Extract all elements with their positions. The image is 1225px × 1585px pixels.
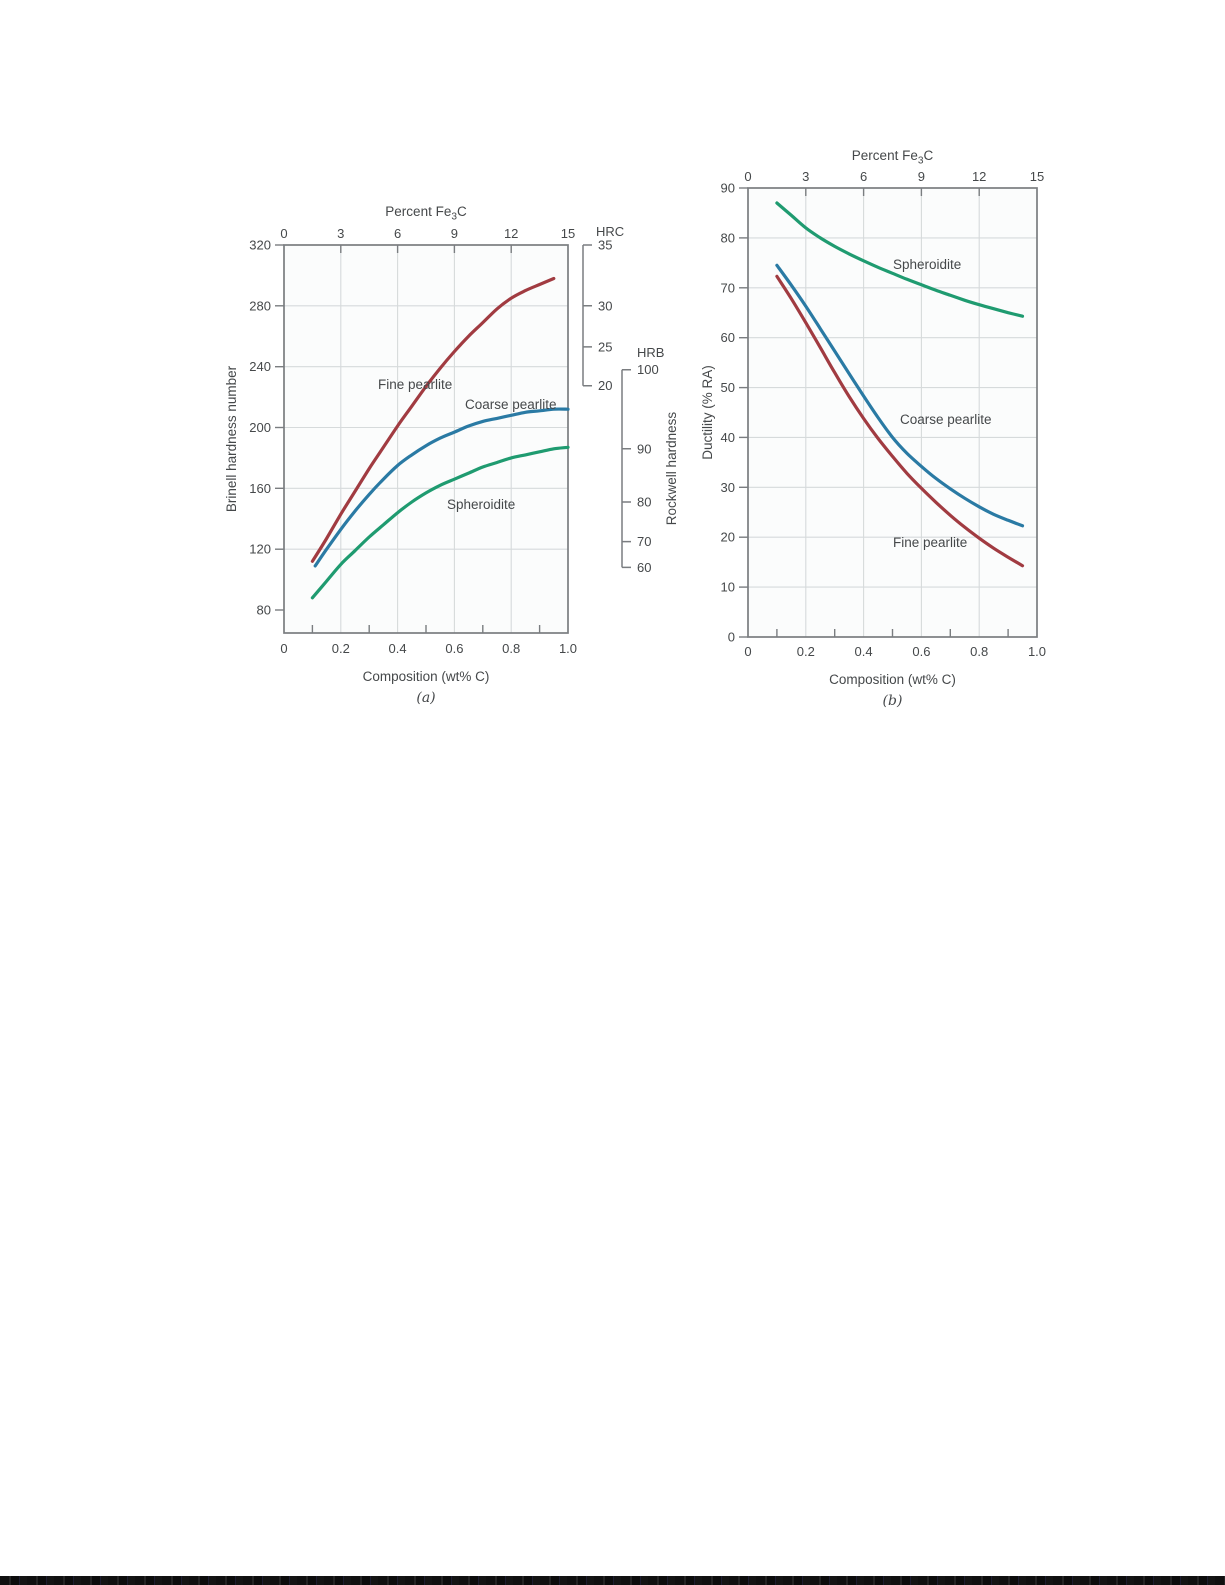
x-axis-tick-label: 0 (744, 644, 751, 659)
secondary-axis-hrb: 100 90 80 70 60 HRB Rockwell hardness (621, 345, 679, 575)
x-axis-tick-label: 0.4 (855, 644, 873, 659)
top-axis-tick-label: 12 (972, 169, 986, 184)
curve-spheroidite (775, 201, 1025, 318)
top-axis-tick-label: 9 (918, 169, 925, 184)
x-axis-tick-label: 0.6 (912, 644, 930, 659)
chart-caption: (a) (416, 690, 435, 706)
y-axis-tick-label: 80 (257, 602, 271, 617)
y-axis-tick-label: 80 (721, 230, 735, 245)
top-axis-tick-label: 15 (561, 226, 575, 241)
y-axis-tick-label: 240 (249, 359, 271, 374)
x-axis-tick-label: 0.2 (797, 644, 815, 659)
hrb-tick-label: 100 (637, 362, 659, 377)
top-axis-tick-label: 12 (504, 226, 518, 241)
hrc-tick-label: 30 (598, 298, 612, 313)
y-axis-title: Ductility (% RA) (700, 365, 715, 460)
curve-coarse-pearlite (313, 407, 570, 568)
top-axis-tick-label: 6 (860, 169, 867, 184)
curve-spheroidite (310, 445, 570, 600)
y-axis-title: Brinell hardness number (224, 365, 239, 512)
top-axis-tick-label: 15 (1030, 169, 1044, 184)
hrc-axis-title: HRC (596, 224, 624, 239)
series-label-spheroidite: Spheroidite (893, 257, 961, 272)
hrc-bracket (582, 244, 592, 387)
y-axis-tick-label: 0 (728, 630, 735, 645)
y-axis-tick-label: 320 (249, 238, 271, 253)
y-axis-tick-label: 10 (721, 580, 735, 595)
x-axis-tick-label: 0.4 (389, 641, 407, 656)
top-axis-title: Percent Fe3C (385, 204, 467, 223)
top-axis-tick-label: 3 (337, 226, 344, 241)
secondary-axis-hrc: 35 30 25 20 HRC (582, 224, 624, 393)
y-axis-tick-label: 30 (721, 480, 735, 495)
top-axis-title: Percent Fe3C (852, 148, 934, 167)
hrb-tick-label: 60 (637, 560, 651, 575)
hrb-axis-title: HRB (637, 345, 664, 360)
y-axis-tick-label: 280 (249, 298, 271, 313)
top-axis-tick-label: 6 (394, 226, 401, 241)
series-label-coarse-pearlite: Coarse pearlite (900, 412, 992, 427)
scan-edge-artifact (0, 1576, 1225, 1585)
x-axis-tick-label: 0.8 (502, 641, 520, 656)
x-axis-tick-label: 0.2 (332, 641, 350, 656)
series-label-spheroidite: Spheroidite (447, 497, 515, 512)
chart-caption: (b) (883, 693, 903, 709)
gridlines (284, 245, 568, 633)
y-axis-tick-label: 40 (721, 430, 735, 445)
chart-b-ductility: 0 3 6 9 12 15 0 0.2 0.4 0.6 0.8 1.0 90 80 70 60 50 40 30 20… (700, 148, 1046, 709)
hrb-bracket (621, 368, 631, 569)
top-axis-tick-label: 9 (451, 226, 458, 241)
chart-a-brinell-hardness: 0 3 6 9 12 15 0 0.2 0.4 0.6 0.8 1.0 320 280 240 200 160 1… (224, 204, 679, 706)
axis-ticks (739, 187, 1009, 638)
rockwell-hardness-title: Rockwell hardness (664, 412, 679, 526)
x-axis-tick-label: 1.0 (1028, 644, 1046, 659)
y-axis-tick-label: 20 (721, 530, 735, 545)
y-axis-tick-label: 50 (721, 380, 735, 395)
y-axis-tick-label: 120 (249, 542, 271, 557)
x-axis-tick-label: 0.8 (970, 644, 988, 659)
curve-coarse-pearlite (775, 263, 1025, 528)
x-axis-tick-label: 1.0 (559, 641, 577, 656)
x-axis-tick-label: 0.6 (445, 641, 463, 656)
curve-fine-pearlite (775, 274, 1025, 568)
top-axis-tick-label: 0 (744, 169, 751, 184)
series-label-coarse-pearlite: Coarse pearlite (465, 397, 557, 412)
top-axis-tick-label: 0 (280, 226, 287, 241)
y-axis-tick-label: 90 (721, 181, 735, 196)
hrc-tick-label: 25 (598, 339, 612, 354)
plot-area (284, 245, 568, 633)
curve-fine-pearlite (310, 276, 556, 563)
series-label-fine-pearlite: Fine pearlite (893, 535, 967, 550)
x-axis-title: Composition (wt% C) (363, 669, 490, 684)
top-axis-tick-label: 3 (802, 169, 809, 184)
y-axis-tick-label: 160 (249, 481, 271, 496)
y-axis-tick-label: 200 (249, 420, 271, 435)
hrc-tick-label: 20 (598, 378, 612, 393)
hrb-tick-label: 90 (637, 441, 651, 456)
hrb-tick-label: 80 (637, 495, 651, 510)
plot-area (748, 188, 1037, 637)
x-axis-title: Composition (wt% C) (829, 672, 956, 687)
axis-ticks (275, 244, 541, 633)
series-label-fine-pearlite: Fine pearlite (378, 377, 452, 392)
y-axis-tick-label: 70 (721, 280, 735, 295)
hrb-tick-label: 70 (637, 534, 651, 549)
hrc-tick-label: 35 (598, 238, 612, 253)
y-axis-tick-label: 60 (721, 330, 735, 345)
x-axis-tick-label: 0 (280, 641, 287, 656)
